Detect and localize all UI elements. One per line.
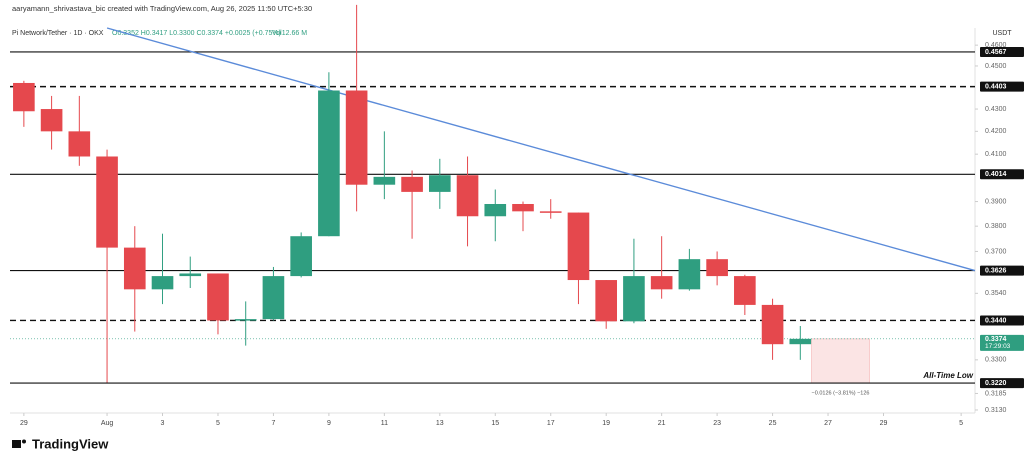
- x-tick-label: Aug: [101, 420, 114, 427]
- y-tick-label: 0.3130: [985, 407, 1007, 414]
- level-label-box: [980, 46, 1024, 57]
- candle-body: [262, 276, 285, 320]
- logo: TradingView: [12, 436, 109, 451]
- x-tick-label: 5: [959, 420, 963, 427]
- logo-mark: [22, 439, 26, 444]
- x-tick-label: 27: [824, 420, 832, 427]
- x-tick-label: 29: [880, 420, 888, 427]
- current-price-box: [980, 334, 1024, 351]
- candle-body: [761, 304, 784, 345]
- current-price-label: 0.3374: [985, 336, 1007, 343]
- candle-body: [40, 109, 63, 132]
- y-tick-label: 0.3700: [985, 248, 1007, 255]
- x-tick-label: 19: [602, 420, 610, 427]
- y-tick-label: 0.3800: [985, 223, 1007, 230]
- x-tick-label: 11: [381, 420, 388, 427]
- x-tick-label: 7: [271, 420, 275, 427]
- candle-body: [595, 280, 618, 322]
- brand: TradingView: [32, 436, 109, 451]
- candle-body: [179, 273, 202, 277]
- y-tick-label: 0.3900: [985, 198, 1007, 205]
- x-tick-label: 25: [769, 420, 777, 427]
- candle-body: [539, 211, 562, 213]
- candle-body: [650, 276, 673, 290]
- measure-label: −0.0126 (−3.81%) −126: [812, 391, 870, 397]
- level-label: 0.4403: [985, 83, 1007, 90]
- candle-body: [151, 276, 174, 290]
- y-tick-label: 0.3185: [985, 390, 1007, 397]
- level-label: 0.3626: [985, 267, 1007, 274]
- countdown: 17:29:03: [985, 343, 1011, 350]
- x-tick-label: 23: [713, 420, 721, 427]
- candle-body: [373, 176, 396, 185]
- level-label: 0.3440: [985, 317, 1007, 324]
- x-tick-label: 17: [547, 420, 555, 427]
- level-label-box: [980, 315, 1024, 326]
- candle-body: [706, 259, 728, 277]
- candle-body: [484, 203, 507, 217]
- level-label-box: [980, 265, 1024, 276]
- x-tick-label: 29: [20, 420, 28, 427]
- candle-body: [734, 276, 756, 305]
- y-tick-label: 0.3540: [985, 290, 1007, 297]
- ohlc-legend: O0.3352 H0.3417 L0.3300 C0.3374 +0.0025 …: [112, 30, 281, 37]
- unit: USDT: [992, 30, 1012, 37]
- candle-body: [567, 212, 590, 281]
- y-tick-label: 0.3300: [985, 357, 1007, 364]
- candle-body: [234, 319, 257, 321]
- level-label-box: [980, 378, 1024, 389]
- candle-body: [318, 90, 340, 237]
- candle-body: [623, 276, 645, 322]
- level-label: 0.4567: [985, 49, 1007, 56]
- measure-box: [811, 338, 870, 384]
- y-tick-label: 0.4500: [985, 63, 1007, 70]
- level-label: 0.4014: [985, 171, 1007, 178]
- level-name: All-Time Low: [922, 371, 973, 380]
- x-tick-label: 21: [658, 420, 666, 427]
- candle-body: [96, 156, 118, 248]
- level-label-box: [980, 81, 1024, 92]
- candle-body: [428, 175, 451, 192]
- x-tick-label: 9: [327, 420, 331, 427]
- level-label: 0.3220: [985, 380, 1007, 387]
- candle-body: [290, 236, 312, 277]
- candle-body: [207, 273, 229, 321]
- candle-body: [13, 82, 35, 112]
- y-tick-label: 0.4200: [985, 128, 1007, 135]
- candle-body: [678, 259, 701, 290]
- x-tick-label: 13: [436, 420, 444, 427]
- candle-body: [345, 90, 368, 185]
- x-tick-label: 5: [216, 420, 220, 427]
- candle-body: [123, 247, 146, 290]
- y-tick-label: 0.4300: [985, 106, 1007, 113]
- candle-body: [456, 175, 479, 217]
- x-tick-label: 3: [161, 420, 165, 427]
- y-tick-label: 0.4100: [985, 151, 1007, 158]
- credit: aaryamann_shrivastava_bic created with T…: [12, 4, 312, 13]
- x-tick-label: 15: [491, 420, 499, 427]
- candle-body: [401, 176, 423, 192]
- candle-body: [789, 338, 812, 345]
- level-label-box: [980, 169, 1024, 180]
- volume-legend: Vol12.66 M: [272, 30, 307, 37]
- trendline: [106, 27, 976, 272]
- y-tick-label: 0.4600: [985, 42, 1007, 49]
- logo-mark: [12, 440, 21, 448]
- symbol-title: Pi Network/Tether · 1D · OKX: [12, 30, 104, 37]
- candle-body: [68, 131, 91, 157]
- candle-body: [512, 203, 534, 212]
